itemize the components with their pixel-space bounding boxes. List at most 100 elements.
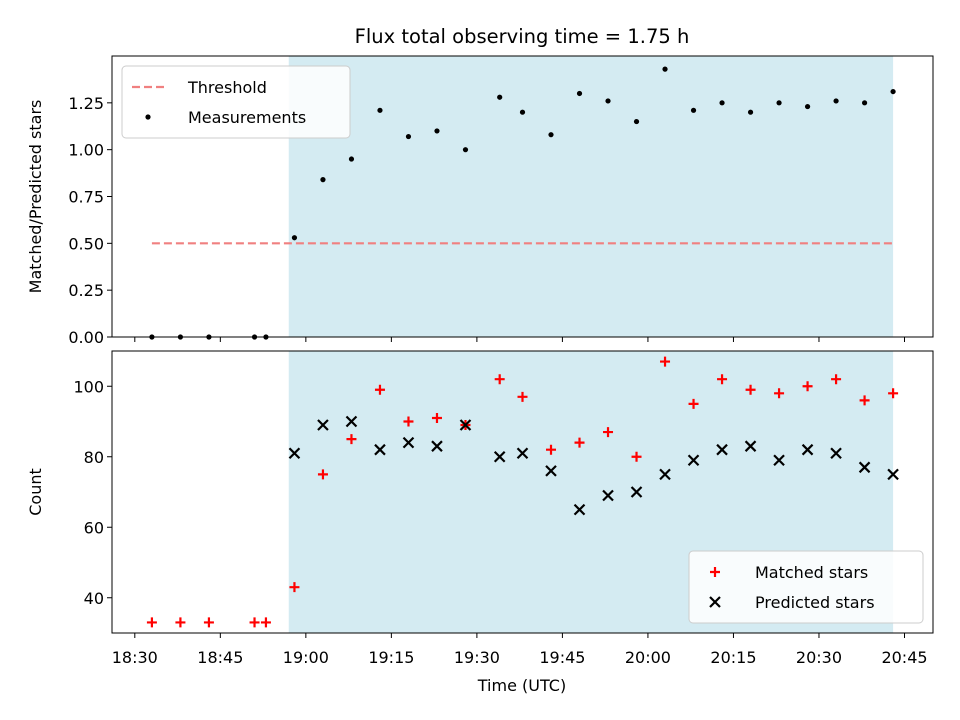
measurements-point [804, 103, 811, 110]
plot-frame [111, 350, 934, 634]
legend-box [121, 65, 351, 139]
x-tick-label: 19:00 [283, 648, 329, 667]
matched-stars-point [603, 427, 614, 438]
matched-stars-point [831, 374, 842, 385]
y-tick-label: 0.50 [68, 234, 104, 253]
predicted-stars-point [374, 443, 386, 456]
x-tick-label: 20:15 [710, 648, 756, 667]
matched-stars-point [859, 395, 870, 406]
predicted-stars-point [602, 489, 614, 502]
measurements-point [719, 100, 725, 106]
x-tick-label: 18:45 [197, 648, 243, 667]
legend: Threshold Measurements [121, 65, 351, 139]
y-axis-label: Count [26, 468, 45, 516]
measurements-point [320, 177, 326, 183]
predicted-stars-point [858, 461, 871, 474]
measurements-legend-label: Measurements [188, 108, 306, 127]
matched-stars-point [203, 617, 214, 628]
matched-stars-point [717, 374, 728, 385]
matched-stars-point [431, 412, 442, 423]
legend: Matched stars Predicted stars [688, 550, 924, 624]
predicted-stars-point [801, 443, 814, 456]
matched-stars-point [631, 451, 642, 462]
matched-stars-point [249, 617, 260, 628]
measurements-point [690, 107, 697, 113]
x-tick-label: 19:15 [368, 648, 414, 667]
measurements-point [890, 88, 896, 95]
y-tick-label: 0.75 [68, 188, 104, 207]
y-axis-label: Matched/Predicted stars [26, 100, 45, 294]
matched-stars-point [688, 398, 699, 409]
measurements-legend-swatch [145, 114, 151, 120]
x-tick-label: 19:45 [539, 648, 585, 667]
measurements-point [348, 156, 355, 162]
y-tick-label: 40 [84, 589, 104, 608]
measurements-point [405, 133, 412, 140]
matched-stars-point [317, 469, 328, 480]
measurements-point [776, 100, 782, 106]
matched-stars-point [517, 391, 528, 402]
matched-stars-legend-label: Matched stars [755, 563, 868, 582]
predicted-stars-legend-label: Predicted stars [755, 593, 875, 612]
measurements-point [377, 107, 383, 113]
observing-span [288, 56, 894, 337]
matched-stars-point [146, 617, 157, 628]
y-tick-label: 80 [84, 448, 104, 467]
predicted-stars-point [687, 454, 700, 467]
measurements-point [747, 109, 754, 115]
threshold-legend-label: Threshold [187, 78, 267, 97]
measurements-point [633, 118, 640, 125]
matched-stars-point [374, 384, 385, 395]
matched-stars-point [745, 384, 756, 395]
predicted-stars-point [630, 486, 643, 498]
matched-stars-point [574, 437, 585, 448]
matched-stars-point [546, 444, 557, 455]
measurements-point [576, 90, 583, 97]
predicted-stars-point [459, 419, 472, 431]
matched-stars-point [260, 617, 271, 628]
y-tick-label: 1.25 [68, 94, 104, 113]
predicted-stars-point [659, 468, 671, 481]
matched-stars-point [660, 356, 671, 367]
y-tick-label: 60 [84, 518, 104, 537]
measurements-point [497, 94, 503, 100]
predicted-stars-point [288, 447, 301, 460]
predicted-stars-point [830, 447, 842, 460]
matched-stars-point [175, 617, 186, 628]
matched-stars-point [346, 434, 357, 445]
predicted-stars-point [493, 450, 506, 463]
predicted-stars-point [545, 465, 557, 477]
x-axis: 18:30 18:45 19:00 19:15 19:30 19:45 20:00 20:15… [112, 648, 928, 667]
y-tick-label: 1.00 [68, 141, 104, 160]
matched-stars-point [494, 374, 505, 385]
measurements-point [861, 100, 868, 106]
matched-stars-point [403, 416, 414, 427]
x-tick-label: 18:30 [112, 648, 158, 667]
predicted-stars-point [887, 468, 899, 481]
predicted-stars-point [773, 454, 785, 467]
predicted-stars-point [317, 419, 329, 431]
chart-title: Flux total observing time = 1.75 h [355, 25, 690, 48]
predicted-stars-point [716, 443, 728, 456]
predicted-stars-point [744, 440, 757, 452]
measurements-point [833, 98, 839, 104]
predicted-stars-point [431, 440, 443, 452]
x-tick-label: 20:45 [881, 648, 927, 667]
measurements-point [519, 109, 526, 115]
x-axis-label: Time (UTC) [477, 676, 566, 695]
x-tick-label: 20:00 [625, 648, 671, 667]
predicted-stars-point [516, 447, 529, 460]
y-tick-label: 0.25 [68, 281, 104, 300]
y-tick-label: 100 [73, 377, 104, 396]
measurements-point [462, 147, 469, 153]
predicted-stars-point [573, 503, 586, 516]
measurements-point [662, 66, 668, 72]
measurements-point [434, 128, 440, 134]
bottom-panel: 40 60 80 100 Count Matched stars Predicted sta… [26, 350, 934, 638]
matched-stars-point [289, 582, 300, 593]
predicted-stars-point [402, 436, 415, 449]
x-tick-label: 20:30 [796, 648, 842, 667]
measurements-point [605, 98, 611, 104]
x-tick-label: 19:30 [454, 648, 500, 667]
